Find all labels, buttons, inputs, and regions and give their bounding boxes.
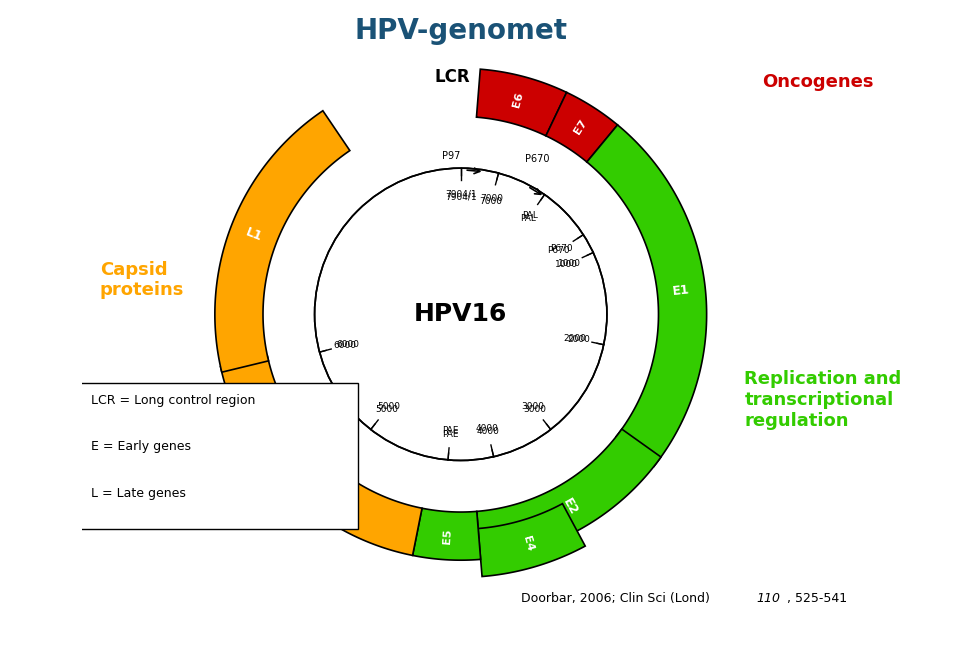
Text: E1: E1 — [672, 283, 690, 298]
Text: 5000: 5000 — [375, 405, 398, 414]
Text: P97: P97 — [442, 152, 460, 161]
Text: 2000: 2000 — [567, 335, 590, 344]
Text: E4: E4 — [522, 535, 535, 552]
Text: PAL: PAL — [520, 214, 536, 223]
FancyBboxPatch shape — [74, 383, 358, 529]
Text: , 525-541: , 525-541 — [787, 592, 848, 605]
Text: HPV-genomet: HPV-genomet — [354, 16, 567, 45]
Text: 1000: 1000 — [558, 259, 581, 268]
Text: 2000: 2000 — [564, 334, 587, 343]
Text: 7000: 7000 — [480, 194, 503, 203]
Text: L = Late genes: L = Late genes — [91, 487, 186, 500]
Polygon shape — [477, 429, 661, 560]
Text: 7904/1: 7904/1 — [445, 190, 477, 198]
Text: 1000: 1000 — [555, 260, 578, 270]
Text: L2: L2 — [294, 462, 316, 483]
Text: PAE: PAE — [442, 426, 458, 436]
Text: Oncogenes: Oncogenes — [761, 73, 873, 91]
Text: Doorbar, 2006; Clin Sci (Lond): Doorbar, 2006; Clin Sci (Lond) — [521, 592, 713, 605]
Text: HPV16: HPV16 — [414, 302, 507, 326]
Text: 3000: 3000 — [524, 405, 547, 414]
Polygon shape — [221, 356, 422, 556]
Text: E7: E7 — [572, 118, 589, 136]
Text: LCR: LCR — [434, 68, 470, 86]
Text: 6000: 6000 — [333, 341, 356, 350]
Polygon shape — [479, 504, 585, 577]
Text: Capsid
proteins: Capsid proteins — [100, 260, 184, 299]
Polygon shape — [412, 508, 480, 560]
Text: E2: E2 — [560, 497, 580, 518]
Text: LCR = Long control region: LCR = Long control region — [91, 394, 255, 407]
Text: PAL: PAL — [522, 211, 538, 220]
Polygon shape — [546, 92, 618, 162]
Text: 7904/1: 7904/1 — [445, 193, 477, 202]
Polygon shape — [587, 125, 707, 466]
Polygon shape — [477, 69, 567, 136]
Text: Replication and
transcriptional
regulation: Replication and transcriptional regulati… — [744, 371, 901, 430]
Text: L1: L1 — [244, 225, 264, 243]
Text: E5: E5 — [442, 528, 454, 544]
Text: 3000: 3000 — [522, 402, 544, 411]
Text: 7000: 7000 — [480, 197, 503, 206]
Text: 5000: 5000 — [377, 402, 400, 411]
Text: P670: P670 — [526, 154, 550, 163]
Text: E6: E6 — [511, 91, 526, 109]
Text: P670: P670 — [550, 244, 573, 253]
Text: E = Early genes: E = Early genes — [91, 440, 191, 453]
Text: PAE: PAE — [442, 430, 458, 439]
Text: P670: P670 — [548, 246, 570, 255]
Text: 4000: 4000 — [476, 424, 499, 433]
Polygon shape — [215, 111, 350, 372]
Text: 110: 110 — [757, 592, 781, 605]
Text: 6000: 6000 — [337, 340, 360, 349]
Text: 4000: 4000 — [477, 427, 500, 436]
